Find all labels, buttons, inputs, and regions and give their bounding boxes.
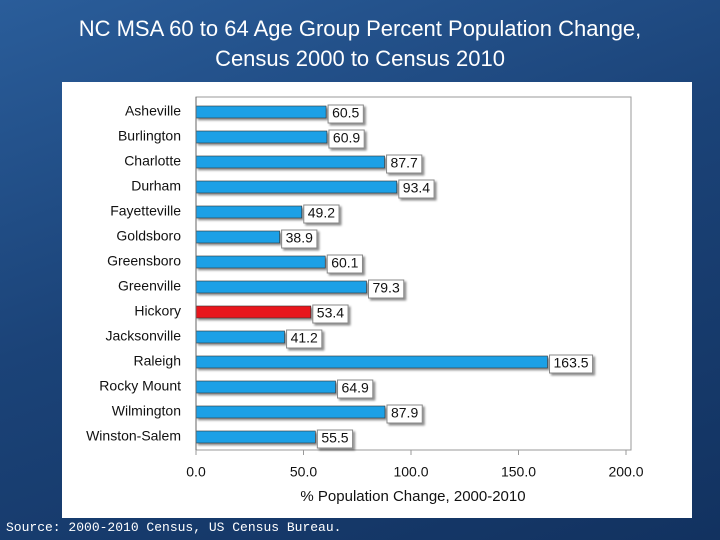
value-label-box xyxy=(549,354,594,374)
value-label-box xyxy=(386,154,423,174)
bar xyxy=(195,405,386,419)
bar xyxy=(195,155,385,169)
y-tick-label: Goldsboro xyxy=(116,228,181,244)
value-label-box xyxy=(367,279,405,299)
value-label-box xyxy=(398,179,435,199)
value-label: 64.9 xyxy=(342,380,369,396)
y-tick-label: Charlotte xyxy=(124,153,181,169)
source-note: Source: 2000-2010 Census, US Census Bure… xyxy=(6,520,342,535)
value-label: 55.5 xyxy=(321,430,348,446)
bar xyxy=(195,280,367,294)
bar xyxy=(195,255,326,269)
value-label: 41.2 xyxy=(291,330,318,346)
bar xyxy=(195,130,328,144)
bar xyxy=(195,355,548,369)
bar xyxy=(195,180,398,194)
y-tick-label: Greensboro xyxy=(107,253,181,269)
bar xyxy=(195,230,280,244)
y-tick-label: Greenville xyxy=(118,278,181,294)
bar xyxy=(195,430,316,444)
value-label-box xyxy=(312,304,349,324)
value-label-box xyxy=(303,204,340,224)
value-label-box xyxy=(337,379,374,399)
value-label-box xyxy=(326,254,363,274)
bar xyxy=(195,380,336,394)
value-label: 38.9 xyxy=(286,230,313,246)
bar xyxy=(195,105,327,119)
y-tick-label: Burlington xyxy=(118,128,181,144)
value-label-box xyxy=(316,429,354,449)
value-label: 60.9 xyxy=(333,130,360,146)
value-label: 163.5 xyxy=(554,355,589,371)
value-label: 60.1 xyxy=(331,255,358,271)
x-tick-label: 200.0 xyxy=(608,464,643,480)
y-tick-label: Rocky Mount xyxy=(99,378,181,394)
value-label-box xyxy=(328,129,365,149)
x-axis-title: % Population Change, 2000-2010 xyxy=(300,488,525,505)
y-tick-label: Asheville xyxy=(125,103,181,119)
y-tick-label: Jacksonville xyxy=(106,328,182,344)
x-tick-label: 150.0 xyxy=(501,464,536,480)
x-tick-label: 100.0 xyxy=(393,464,428,480)
value-label-box xyxy=(386,404,423,424)
value-label: 79.3 xyxy=(372,280,399,296)
value-label: 53.4 xyxy=(317,305,344,321)
y-tick-label: Hickory xyxy=(134,303,181,319)
y-tick-label: Raleigh xyxy=(134,353,181,369)
y-tick-label: Wilmington xyxy=(112,403,181,419)
y-tick-label: Durham xyxy=(131,178,181,194)
x-tick-label: 50.0 xyxy=(290,464,317,480)
value-label: 87.7 xyxy=(391,155,418,171)
value-label: 87.9 xyxy=(391,405,418,421)
y-tick-label: Winston-Salem xyxy=(86,428,181,444)
chart-title: NC MSA 60 to 64 Age Group Percent Popula… xyxy=(78,16,642,71)
chart-area xyxy=(62,82,692,518)
value-label-box xyxy=(281,229,318,249)
bar xyxy=(195,205,303,219)
value-label: 49.2 xyxy=(308,205,335,221)
value-label: 60.5 xyxy=(332,105,359,121)
value-label-box xyxy=(327,104,364,124)
bar xyxy=(195,305,312,319)
x-tick-label: 0.0 xyxy=(186,464,206,480)
value-label: 93.4 xyxy=(403,180,430,196)
bar xyxy=(195,330,285,344)
value-label-box xyxy=(286,329,323,349)
y-tick-label: Fayetteville xyxy=(110,203,181,219)
